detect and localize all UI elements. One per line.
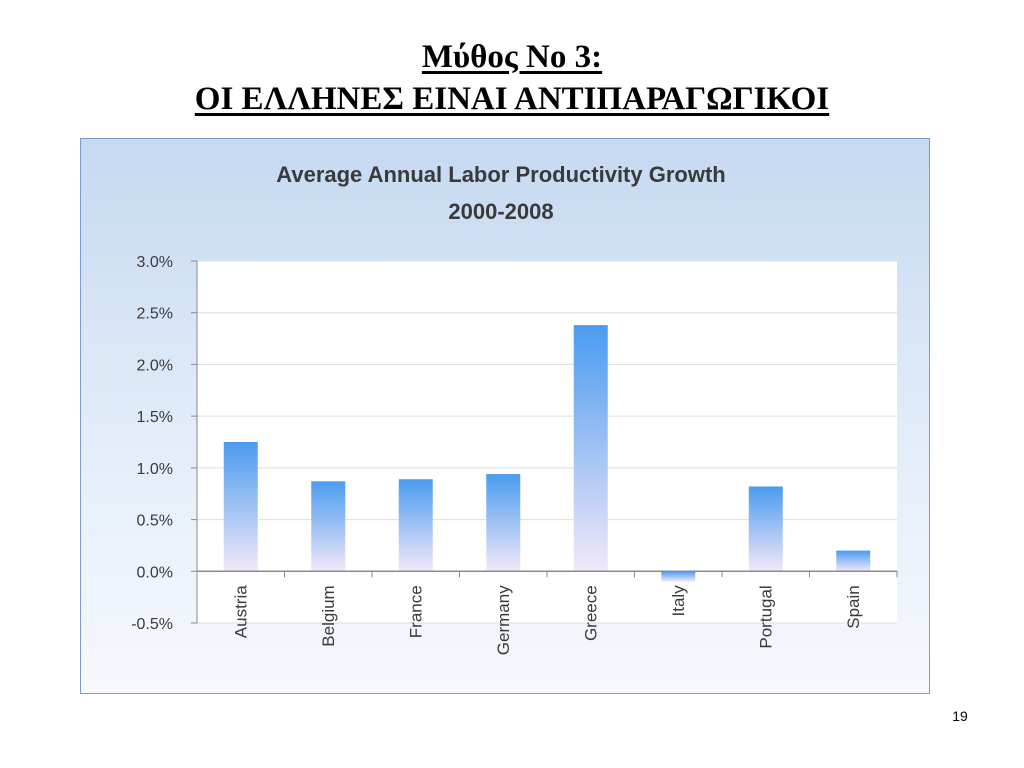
bar-portugal: [748, 486, 783, 572]
x-tick-label: Belgium: [319, 585, 338, 646]
x-tick-label: Austria: [232, 585, 251, 638]
x-tick-label: Greece: [582, 585, 601, 641]
x-tick-label: Germany: [494, 585, 513, 655]
slide-title: Μύθος Νο 3: ΟΙ ΕΛΛΗΝΕΣ ΕΙΝΑΙ ΑΝΤΙΠΑΡΑΓΩΓ…: [0, 36, 1024, 120]
x-tick-label: Portugal: [757, 585, 776, 648]
slide-title-line2: ΟΙ ΕΛΛΗΝΕΣ ΕΙΝΑΙ ΑΝΤΙΠΑΡΑΓΩΓΙΚΟΙ: [194, 81, 830, 117]
y-tick-label: 3.0%: [137, 254, 173, 271]
y-tick-label: 1.0%: [137, 461, 173, 478]
plot-area: [197, 261, 897, 623]
chart-title: Average Annual Labor Productivity Growth: [276, 162, 725, 187]
bar-greece: [573, 325, 608, 572]
y-tick-label: 2.5%: [137, 306, 173, 323]
bar-chart: Average Annual Labor Productivity Growth…: [131, 162, 898, 655]
x-tick-labels: Austria Belgium France Germany Greece Italy Po…: [232, 571, 898, 655]
bar-austria: [223, 442, 258, 572]
bar-belgium: [311, 481, 346, 572]
y-tick-label: 0.0%: [137, 564, 173, 581]
x-tick-label: Spain: [844, 585, 863, 628]
x-tick-label: Italy: [669, 585, 688, 617]
chart-frame: Average Annual Labor Productivity Growth…: [80, 138, 930, 694]
slide-title-line1: Μύθος Νο 3:: [421, 39, 603, 75]
bar-italy: [661, 571, 696, 582]
bar-france: [398, 479, 433, 572]
y-tick-labels: 3.0% 2.5% 2.0% 1.5% 1.0% 0.5% 0.0% -0.5%: [131, 254, 197, 633]
x-tick-label: France: [407, 585, 426, 638]
bars: [223, 325, 871, 582]
bar-germany: [486, 474, 521, 572]
slide-number: 19: [952, 708, 968, 724]
y-tick-label: 1.5%: [137, 409, 173, 426]
y-tick-label: -0.5%: [131, 616, 173, 633]
y-tick-label: 0.5%: [137, 513, 173, 530]
bar-spain: [836, 550, 871, 572]
y-tick-label: 2.0%: [137, 357, 173, 374]
chart-subtitle: 2000-2008: [448, 199, 553, 224]
